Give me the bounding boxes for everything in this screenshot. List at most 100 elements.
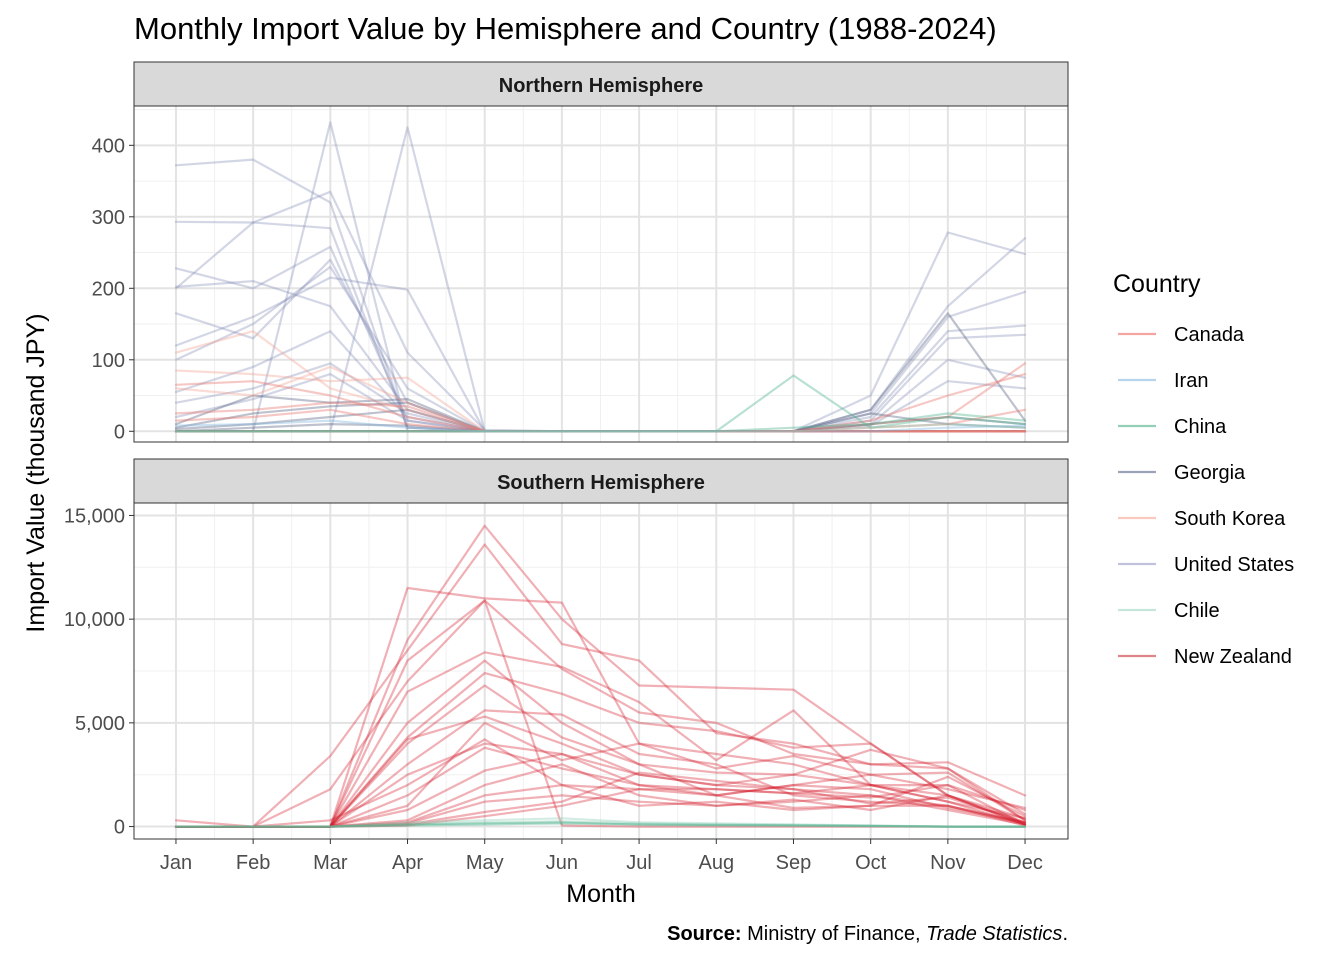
series-line-chile bbox=[174, 817, 1027, 828]
series-line-united-states bbox=[174, 190, 1027, 433]
series-line-china bbox=[174, 821, 1027, 828]
series-line-united-states bbox=[174, 121, 1027, 433]
series-line-united-states bbox=[174, 258, 1027, 433]
x-tick-label: Oct bbox=[855, 852, 887, 874]
legend-label: Iran bbox=[1174, 370, 1208, 392]
series-line-new-zealand bbox=[174, 543, 1027, 828]
legend-label: Canada bbox=[1174, 324, 1245, 346]
series-line-united-states bbox=[174, 358, 1027, 433]
series-line-new-zealand bbox=[174, 721, 1027, 828]
x-axis: Jan Feb Mar Apr May Jun Jul Aug Sep Oct Nov Dec bbox=[160, 839, 1043, 874]
series-line-united-states bbox=[174, 333, 1027, 433]
series-line-china bbox=[174, 412, 1027, 433]
y-tick-label: 100 bbox=[92, 350, 125, 372]
y-tick-label: 10,000 bbox=[64, 609, 125, 631]
series-line-new-zealand bbox=[174, 771, 1027, 828]
series-line-new-zealand bbox=[174, 783, 1027, 828]
series-line-new-zealand bbox=[174, 659, 1027, 828]
legend-label: United States bbox=[1174, 554, 1294, 576]
series-line-georgia bbox=[174, 408, 1027, 433]
series-line-canada bbox=[174, 408, 1027, 433]
y-axis-label: Import Value (thousand JPY) bbox=[22, 313, 50, 632]
legend-label: South Korea bbox=[1174, 508, 1286, 530]
series-line-united-states bbox=[174, 245, 1027, 433]
series-line-united-states bbox=[174, 237, 1027, 433]
series-line-united-states bbox=[174, 220, 1027, 433]
series-line-new-zealand bbox=[174, 742, 1027, 828]
series-line-canada bbox=[174, 408, 1027, 433]
series-line-united-states bbox=[174, 324, 1027, 433]
grid-northern bbox=[134, 106, 1068, 442]
series-line-georgia bbox=[174, 423, 1027, 433]
y-axis-southern: 0 5,000 10,000 15,000 bbox=[64, 505, 134, 839]
series-line-united-states bbox=[174, 126, 1027, 433]
series-line-united-states bbox=[174, 158, 1027, 433]
x-tick-label: Nov bbox=[930, 852, 966, 874]
caption-publisher: Ministry of Finance, bbox=[742, 923, 927, 945]
series-line-china bbox=[174, 374, 1027, 433]
series-line-canada bbox=[174, 401, 1027, 433]
series-line-new-zealand bbox=[174, 794, 1027, 828]
series-line-new-zealand bbox=[174, 709, 1027, 828]
lines-northern bbox=[174, 121, 1027, 433]
y-tick-label: 200 bbox=[92, 278, 125, 300]
series-line-united-states bbox=[174, 330, 1027, 433]
series-line-new-zealand bbox=[174, 671, 1027, 828]
caption-end: . bbox=[1062, 923, 1068, 945]
series-line-new-zealand bbox=[174, 684, 1027, 828]
series-line-united-states bbox=[174, 231, 1027, 433]
plot-border-northern bbox=[133, 105, 1069, 443]
series-line-new-zealand bbox=[174, 783, 1027, 828]
y-axis-northern: 0 100 200 300 400 bbox=[92, 135, 134, 443]
legend-label: New Zealand bbox=[1174, 646, 1292, 668]
series-line-chile bbox=[174, 820, 1027, 828]
plot-border-southern bbox=[133, 502, 1069, 840]
series-line-new-zealand bbox=[174, 599, 1027, 828]
series-line-new-zealand bbox=[174, 524, 1027, 828]
x-tick-label: Mar bbox=[313, 852, 348, 874]
series-line-new-zealand bbox=[174, 586, 1027, 828]
series-line-canada bbox=[174, 362, 1027, 433]
series-line-united-states bbox=[174, 373, 1027, 433]
y-tick-label: 400 bbox=[92, 135, 125, 157]
series-line-canada bbox=[174, 380, 1027, 433]
series-line-united-states bbox=[174, 380, 1027, 433]
y-tick-label: 300 bbox=[92, 207, 125, 229]
series-line-chile bbox=[174, 423, 1027, 433]
series-line-new-zealand bbox=[174, 599, 1027, 828]
x-tick-label: Jan bbox=[160, 852, 192, 874]
series-line-georgia bbox=[174, 415, 1027, 433]
series-line-south-korea bbox=[174, 330, 1027, 433]
series-line-georgia bbox=[174, 401, 1027, 433]
series-line-united-states bbox=[174, 265, 1027, 433]
series-line-south-korea bbox=[174, 365, 1027, 433]
legend-label: China bbox=[1174, 416, 1227, 438]
x-tick-label: Sep bbox=[776, 852, 812, 874]
strip-northern-label: Northern Hemisphere bbox=[499, 75, 704, 97]
legend-label: Georgia bbox=[1174, 462, 1246, 484]
y-tick-label: 15,000 bbox=[64, 505, 125, 527]
series-line-canada bbox=[174, 373, 1027, 433]
panel-northern: Northern Hemisphere 0 100 200 300 400 bbox=[92, 61, 1069, 443]
x-axis-label: Month bbox=[566, 880, 635, 908]
series-line-south-korea bbox=[174, 369, 1027, 433]
caption-source: Source: bbox=[667, 923, 741, 945]
series-line-united-states bbox=[174, 280, 1027, 433]
series-line-new-zealand bbox=[174, 746, 1027, 828]
caption: Source: Ministry of Finance, Trade Stati… bbox=[667, 923, 1068, 945]
series-line-iran bbox=[174, 419, 1027, 433]
x-tick-label: Feb bbox=[236, 852, 270, 874]
legend-label: Chile bbox=[1174, 600, 1220, 622]
series-line-new-zealand bbox=[174, 763, 1027, 828]
series-line-china bbox=[174, 822, 1027, 828]
series-line-new-zealand bbox=[174, 651, 1027, 828]
x-tick-label: May bbox=[466, 852, 504, 874]
panel-southern: Southern Hemisphere 0 5,000 10,000 15,000 bbox=[64, 458, 1069, 840]
strip-southern-label: Southern Hemisphere bbox=[497, 472, 705, 494]
y-tick-label: 5,000 bbox=[75, 713, 125, 735]
caption-publication: Trade Statistics bbox=[926, 923, 1062, 945]
series-line-united-states bbox=[174, 276, 1027, 433]
strip-southern bbox=[133, 458, 1069, 504]
series-line-georgia bbox=[174, 412, 1027, 433]
